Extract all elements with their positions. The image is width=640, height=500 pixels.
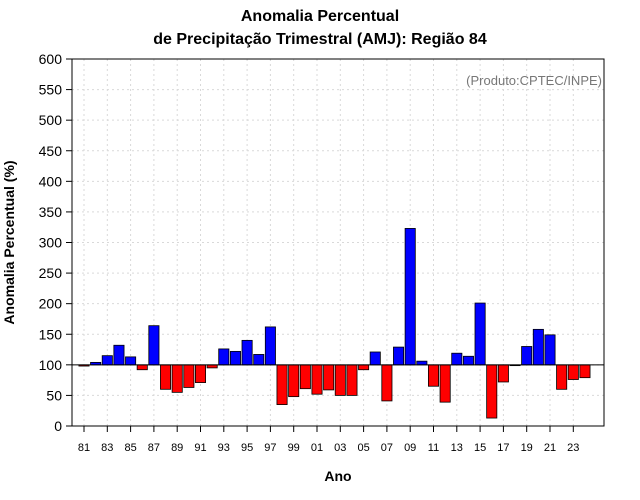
bar-10	[416, 360, 428, 366]
x-tick-label: 21	[544, 442, 556, 454]
x-tick-label: 05	[357, 442, 369, 454]
bar-06	[369, 351, 381, 366]
y-tick-label: 500	[39, 112, 63, 128]
bar-97	[264, 326, 276, 366]
bar-24	[579, 364, 591, 379]
x-tick-label: 03	[334, 442, 346, 454]
x-tick-label: 15	[474, 442, 486, 454]
credit-text: (Produto:CPTEC/INPE)	[466, 73, 602, 88]
bar-16	[486, 364, 498, 419]
bars	[78, 228, 591, 419]
x-tick-label: 99	[288, 442, 300, 454]
bar-15	[474, 302, 486, 366]
y-tick-label: 400	[39, 173, 63, 189]
y-tick-label: 450	[39, 143, 63, 159]
x-tick-label: 09	[404, 442, 416, 454]
bar-07	[381, 364, 393, 402]
x-tick-label: 19	[521, 442, 533, 454]
x-tick-label: 89	[171, 442, 183, 454]
bar-94	[229, 350, 241, 366]
bar-11	[427, 364, 439, 387]
chart-title-line1: Anomalia Percentual	[240, 8, 400, 25]
bar-91	[194, 364, 206, 383]
y-tick-label: 200	[39, 296, 63, 312]
bar-88	[160, 364, 172, 390]
bar-09	[404, 228, 416, 366]
bar-20	[532, 328, 544, 366]
x-tick-label: 97	[264, 442, 276, 454]
bar-01	[311, 364, 323, 395]
bar-00	[299, 364, 311, 390]
x-tick-label: 23	[567, 442, 579, 454]
bar-17	[497, 364, 509, 383]
y-tick-label: 100	[39, 357, 63, 373]
bar-23	[567, 364, 579, 380]
bar-98	[276, 364, 288, 405]
bar-02	[323, 364, 335, 391]
bar-05	[358, 364, 370, 371]
y-tick-label: 250	[39, 265, 63, 281]
bar-08	[393, 346, 405, 366]
x-tick-label: 83	[101, 442, 113, 454]
x-tick-label: 07	[381, 442, 393, 454]
bar-22	[556, 364, 568, 390]
bar-95	[241, 339, 253, 366]
y-tick-label: 600	[39, 51, 63, 67]
y-tick-label: 300	[39, 235, 63, 251]
bar-14	[462, 355, 474, 366]
x-tick-label: 11	[428, 442, 439, 454]
x-tick-label: 13	[451, 442, 463, 454]
x-tick-label: 85	[124, 442, 136, 454]
y-tick-label: 550	[39, 82, 63, 98]
bar-89	[171, 364, 183, 393]
bar-84	[113, 344, 125, 366]
y-tick-label: 150	[39, 326, 63, 342]
y-tick-label: 50	[46, 387, 62, 403]
chart-title-line2: de Precipitação Trimestral (AMJ): Região…	[153, 31, 487, 48]
x-tick-label: 81	[78, 442, 90, 454]
x-axis-title: Ano	[324, 468, 351, 484]
bar-04	[346, 364, 358, 396]
bar-13	[451, 352, 463, 366]
bar-19	[521, 346, 533, 366]
bar-03	[334, 364, 346, 396]
x-tick-label: 93	[218, 442, 230, 454]
y-axis: 0 50 100 150 200 250 300 350 400 450 500 550 600	[39, 51, 72, 434]
y-tick-label: 0	[54, 418, 62, 434]
bar-99	[288, 364, 300, 398]
x-tick-label: 01	[311, 442, 323, 454]
y-axis-title: Anomalia Percentual (%)	[1, 160, 17, 324]
bar-93	[218, 348, 230, 366]
x-tick-label: 87	[148, 442, 160, 454]
bar-86	[136, 364, 148, 371]
x-tick-label: 17	[497, 442, 509, 454]
bar-21	[544, 334, 556, 366]
bar-90	[183, 364, 195, 388]
bar-96	[253, 354, 265, 366]
x-axis: 81 83 85 87 89 91 93 95 97 99 01 03 05 07 09 11 13 15 17 19…	[78, 426, 579, 454]
y-tick-label: 350	[39, 204, 63, 220]
bar-83	[101, 355, 113, 366]
x-tick-label: 91	[194, 442, 206, 454]
bar-85	[125, 356, 137, 366]
bar-87	[148, 325, 160, 366]
bar-12	[439, 364, 451, 403]
x-tick-label: 95	[241, 442, 253, 454]
